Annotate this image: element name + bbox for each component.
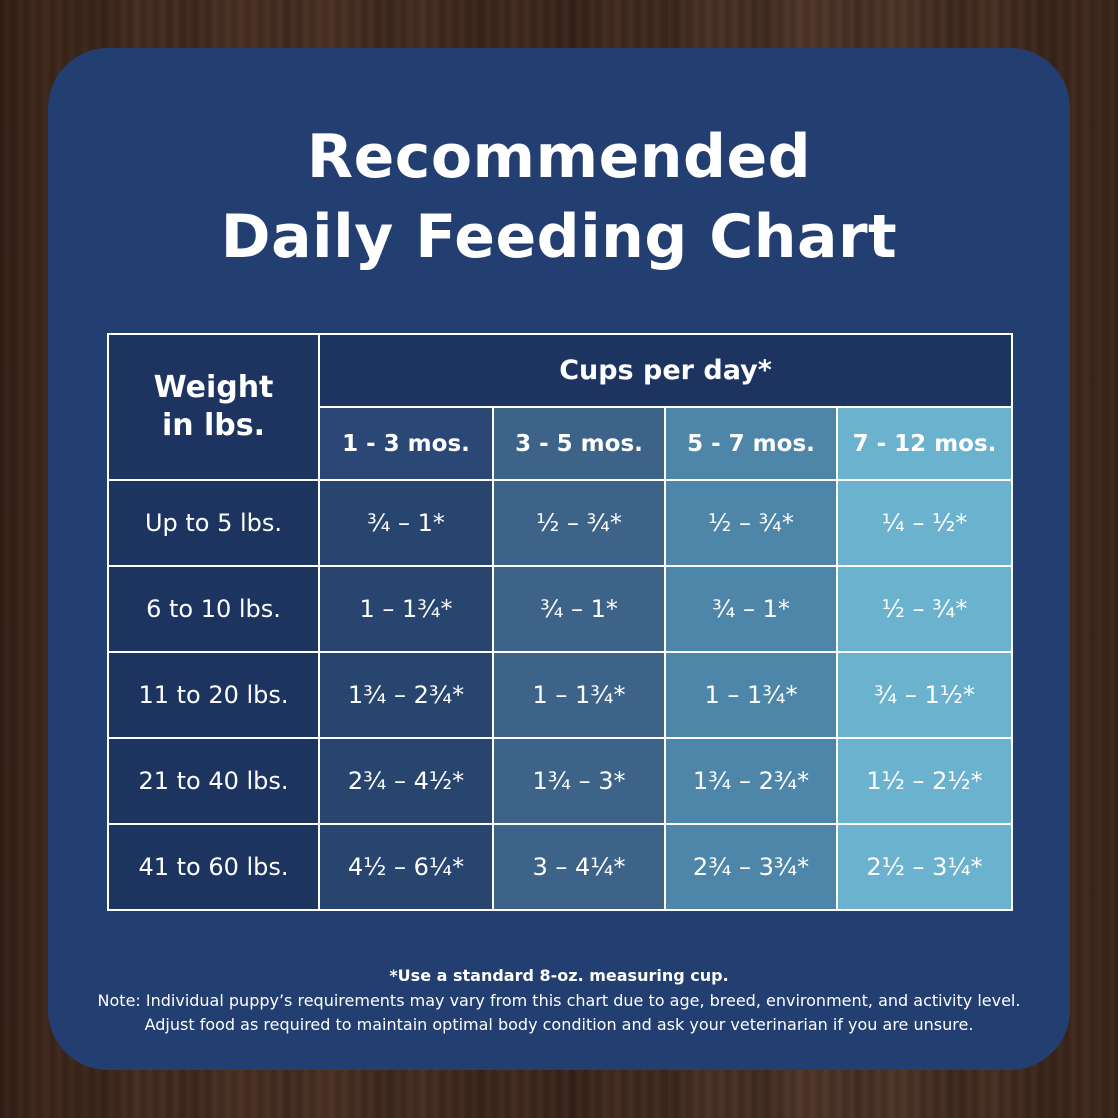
weight-header-label: Weight in lbs. (153, 370, 274, 443)
footnote: *Use a standard 8-oz. measuring cup. (389, 966, 729, 985)
age-header-1-3: 1 - 3 mos. (318, 406, 494, 481)
cups-cell: 2½ – 3¼* (836, 823, 1013, 911)
cups-cell: 2¾ – 4½* (318, 737, 494, 825)
weight-row-label: Up to 5 lbs. (107, 479, 320, 567)
table-row: 6 to 10 lbs. 1 – 1¾* ¾ – 1* ¾ – 1* ½ – ¾* (107, 565, 1013, 653)
cups-cell: ¾ – 1* (318, 479, 494, 567)
table-row: 11 to 20 lbs. 1¾ – 2¾* 1 – 1¾* 1 – 1¾* ¾ – 1… (107, 651, 1013, 739)
cups-cell: 1 – 1¾* (492, 651, 666, 739)
weight-header: Weight in lbs. (107, 333, 320, 481)
cups-cell: 4½ – 6¼* (318, 823, 494, 911)
cups-cell: ¼ – ½* (836, 479, 1013, 567)
table-row: 21 to 40 lbs. 2¾ – 4½* 1¾ – 3* 1¾ – 2¾* 1½ –… (107, 737, 1013, 825)
cups-cell: 1¾ – 2¾* (664, 737, 838, 825)
cups-cell: 2¾ – 3¾* (664, 823, 838, 911)
weight-row-label: 11 to 20 lbs. (107, 651, 320, 739)
title-line-2: Daily Feeding Chart (220, 202, 898, 272)
cups-cell: 1¾ – 3* (492, 737, 666, 825)
cups-cell: 1 – 1¾* (664, 651, 838, 739)
note-line-2: Adjust food as required to maintain opti… (144, 1015, 974, 1034)
table-body: Up to 5 lbs. ¾ – 1* ½ – ¾* ½ – ¾* ¼ – ½* 6 to… (107, 479, 1013, 911)
cups-cell: ½ – ¾* (664, 479, 838, 567)
cups-cell: ¾ – 1* (492, 565, 666, 653)
cups-cell: ¾ – 1* (664, 565, 838, 653)
cups-cell: ¾ – 1½* (836, 651, 1013, 739)
title-line-1: Recommended (306, 122, 812, 192)
table-row: Up to 5 lbs. ¾ – 1* ½ – ¾* ½ – ¾* ¼ – ½* (107, 479, 1013, 567)
age-header-7-12: 7 - 12 mos. (836, 406, 1013, 481)
cups-cell: ½ – ¾* (836, 565, 1013, 653)
cups-cell: ½ – ¾* (492, 479, 666, 567)
weight-row-label: 21 to 40 lbs. (107, 737, 320, 825)
cups-cell: 1¾ – 2¾* (318, 651, 494, 739)
age-header-3-5: 3 - 5 mos. (492, 406, 666, 481)
feeding-table: Weight in lbs. Cups per day* 1 - 3 mos. … (107, 333, 1013, 911)
age-header-5-7: 5 - 7 mos. (664, 406, 838, 481)
cups-cell: 1½ – 2½* (836, 737, 1013, 825)
weight-row-label: 6 to 10 lbs. (107, 565, 320, 653)
cups-cell: 3 – 4¼* (492, 823, 666, 911)
note-line-1: Note: Individual puppy’s requirements ma… (97, 991, 1021, 1010)
table-row: 41 to 60 lbs. 4½ – 6¼* 3 – 4¼* 2¾ – 3¾* 2½ –… (107, 823, 1013, 911)
cups-cell: 1 – 1¾* (318, 565, 494, 653)
cups-per-day-header: Cups per day* (318, 333, 1013, 408)
weight-row-label: 41 to 60 lbs. (107, 823, 320, 911)
